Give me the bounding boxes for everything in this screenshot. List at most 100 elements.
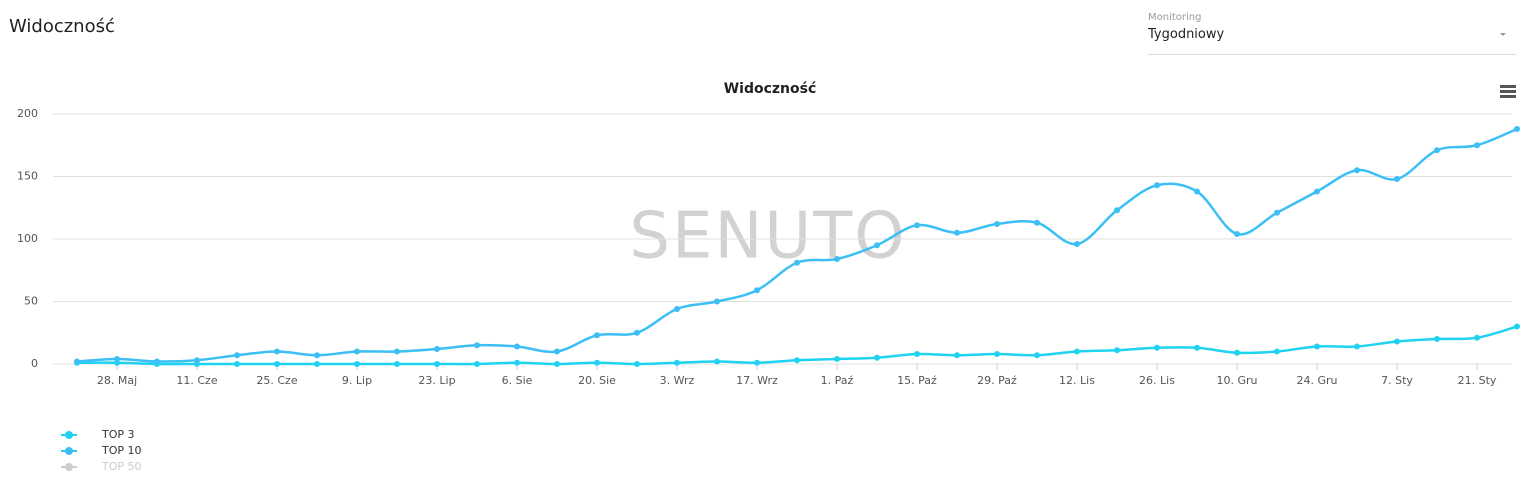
point bbox=[1194, 344, 1200, 351]
chart-menu[interactable] bbox=[1500, 85, 1516, 98]
point bbox=[754, 359, 760, 366]
point bbox=[314, 352, 320, 359]
point bbox=[1274, 348, 1280, 355]
point bbox=[234, 361, 240, 367]
point bbox=[1474, 142, 1480, 149]
x-tick-label: 15. Paź bbox=[897, 374, 937, 387]
point bbox=[914, 222, 920, 229]
x-tick-label: 25. Cze bbox=[256, 374, 297, 387]
point bbox=[1354, 343, 1360, 350]
menu-bar bbox=[1500, 95, 1516, 98]
point bbox=[1514, 323, 1520, 330]
point bbox=[434, 346, 440, 352]
x-tick-label: 6. Sie bbox=[502, 374, 533, 387]
x-tick-label: 24. Gru bbox=[1296, 374, 1337, 387]
point bbox=[954, 352, 960, 359]
point bbox=[114, 356, 120, 362]
point bbox=[674, 359, 680, 366]
x-tick-label: 7. Sty bbox=[1381, 374, 1413, 387]
legend-item[interactable]: TOP 3 bbox=[61, 428, 135, 441]
point bbox=[234, 352, 240, 359]
point bbox=[154, 358, 160, 365]
point bbox=[274, 348, 280, 355]
point bbox=[874, 242, 880, 249]
point bbox=[1434, 336, 1440, 342]
point bbox=[194, 357, 200, 364]
point bbox=[1154, 344, 1160, 351]
point bbox=[354, 348, 360, 355]
point bbox=[1074, 348, 1080, 355]
point bbox=[794, 357, 800, 364]
point bbox=[1314, 343, 1320, 350]
point bbox=[634, 361, 640, 367]
legend-label: TOP 50 bbox=[101, 460, 142, 473]
x-tick-label: 23. Lip bbox=[418, 374, 455, 387]
point bbox=[1234, 349, 1240, 356]
page-title: Widoczność bbox=[9, 16, 115, 37]
point bbox=[514, 359, 520, 366]
menu-bar bbox=[1500, 85, 1516, 88]
point bbox=[474, 342, 480, 349]
point bbox=[594, 332, 600, 339]
chart-title: Widoczność bbox=[724, 81, 817, 97]
point bbox=[1114, 207, 1120, 214]
point bbox=[634, 329, 640, 336]
point bbox=[594, 359, 600, 366]
point bbox=[314, 361, 320, 367]
point bbox=[1034, 352, 1040, 359]
point bbox=[514, 343, 520, 350]
point bbox=[1394, 176, 1400, 182]
x-tick-label: 9. Lip bbox=[342, 374, 372, 387]
x-tick-label: 10. Gru bbox=[1216, 374, 1257, 387]
y-tick-label: 0 bbox=[31, 357, 38, 370]
point bbox=[74, 358, 80, 365]
point bbox=[394, 348, 400, 355]
y-tick-label: 100 bbox=[17, 232, 38, 245]
point bbox=[794, 259, 800, 266]
point bbox=[1074, 241, 1080, 247]
legend-marker bbox=[65, 447, 73, 455]
point bbox=[1274, 209, 1280, 216]
point bbox=[1034, 219, 1040, 226]
point bbox=[554, 348, 560, 355]
y-tick-label: 50 bbox=[24, 295, 38, 308]
legend-marker bbox=[65, 431, 73, 439]
legend-item[interactable]: TOP 10 bbox=[61, 444, 142, 457]
select-caret bbox=[1500, 33, 1506, 36]
point bbox=[1354, 167, 1360, 174]
x-tick-label: 17. Wrz bbox=[736, 374, 778, 387]
point bbox=[1434, 147, 1440, 154]
point bbox=[754, 287, 760, 294]
menu-bar bbox=[1500, 90, 1516, 93]
point bbox=[674, 306, 680, 312]
legend-label: TOP 3 bbox=[101, 428, 135, 441]
legend-label: TOP 10 bbox=[101, 444, 142, 457]
x-tick-label: 26. Lis bbox=[1139, 374, 1175, 387]
point bbox=[434, 361, 440, 367]
point bbox=[1514, 126, 1520, 132]
point bbox=[954, 229, 960, 236]
point bbox=[994, 351, 1000, 357]
point bbox=[1114, 347, 1120, 354]
point bbox=[274, 361, 280, 367]
legend-item[interactable]: TOP 50 bbox=[61, 460, 142, 473]
monitoring-select[interactable]: Monitoring Tygodniowy bbox=[1148, 8, 1516, 55]
select-value: Tygodniowy bbox=[1148, 27, 1225, 42]
select-label: Monitoring bbox=[1148, 12, 1202, 23]
point bbox=[834, 256, 840, 262]
x-tick-label: 11. Cze bbox=[176, 374, 217, 387]
y-tick-label: 150 bbox=[17, 170, 38, 183]
point bbox=[554, 361, 560, 367]
x-tick-label: 28. Maj bbox=[97, 374, 137, 387]
point bbox=[1194, 188, 1200, 195]
x-tick-label: 29. Paź bbox=[977, 374, 1017, 387]
point bbox=[874, 354, 880, 361]
point bbox=[1154, 182, 1160, 189]
y-tick-label: 200 bbox=[17, 107, 38, 120]
point bbox=[994, 221, 1000, 227]
point bbox=[1314, 188, 1320, 195]
point bbox=[914, 351, 920, 357]
point bbox=[1394, 338, 1400, 345]
